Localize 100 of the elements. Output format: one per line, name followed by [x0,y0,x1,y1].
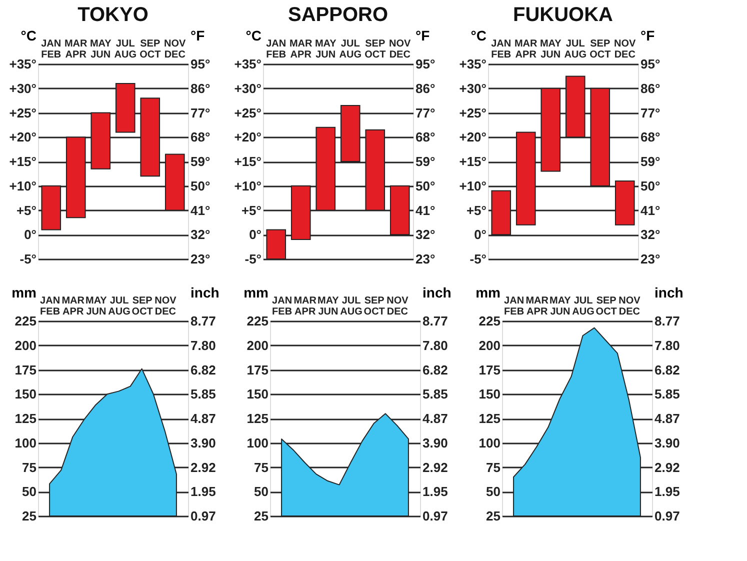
y2-tick-label: 32° [640,227,660,242]
y-tick-label: +35° [234,56,262,72]
y-tick-label: 25 [486,508,500,524]
y-tick-label: +25° [459,105,486,120]
y2-tick-label: 2.92 [190,460,216,475]
y-tick-label: +30° [459,80,486,96]
y2-tick-label: 86° [640,80,660,96]
y-tick-label: +30° [234,80,262,96]
y-tick-label: +10° [9,178,36,194]
y-tick-label: 25 [22,508,36,524]
y-tick-label: +25° [9,105,36,120]
y2-tick-label: 41° [190,202,210,218]
y2-tick-label: 50° [416,178,436,194]
y2-tick-label: 23° [640,252,660,266]
y-tick-label: 200 [246,338,268,353]
y2-tick-label: 59° [640,154,660,169]
y2-tick-label: 32° [416,227,436,242]
y-tick-label: 225 [246,314,268,328]
y2-tick-label: 3.90 [422,435,448,450]
x-tick-label: NOV DEC [614,38,636,60]
y-tick-label: +10° [234,178,262,194]
y2-tick-label: 8.77 [422,314,448,328]
y2-tick-label: 77° [640,105,660,120]
x-tick-label: JUL AUG [572,296,595,318]
y-tick-label: 50 [486,484,500,500]
y-tick-label: 175 [246,362,268,378]
x-tick-label: NOV DEC [389,38,412,60]
y2-tick-label: 4.87 [654,411,680,426]
y-tick-label: 75 [486,460,500,475]
y-tick-label: 175 [14,362,36,378]
x-tick-label: JUL AUG [564,38,587,60]
y-tick-label: 175 [478,362,500,378]
y2-tick-label: 6.82 [654,362,680,378]
y-tick-label: +15° [9,154,36,169]
y-tick-label: 0° [474,227,486,242]
y2-tick-label: 23° [190,252,210,266]
y-tick-label: 25 [254,508,268,524]
y2-tick-label: 4.87 [190,411,216,426]
y2-tick-label: 50° [190,178,210,194]
y-tick-label: +15° [234,154,262,169]
x-tick-label: SEP OCT [132,296,153,318]
x-tick-label: MAY JUN [86,296,108,318]
x-tick-label: JAN FEB [40,296,60,318]
y2-tick-label: 7.80 [190,338,216,353]
y2-tick-label: 95° [416,56,436,72]
y-tick-label: 150 [14,386,36,402]
y2-axis-title: inch [654,284,684,300]
x-tick-label: NOV DEC [386,296,409,318]
y-tick-label: +5° [16,202,36,218]
y-tick-label: 150 [246,386,268,402]
y2-tick-label: 7.80 [422,338,448,353]
y-tick-label: 0° [249,227,262,242]
x-tick-label: MAR APR [514,38,538,60]
y2-tick-label: 8.77 [190,314,216,328]
y2-axis-title: °F [640,28,656,44]
y2-axis-title: °F [190,28,206,44]
chart-title: SAPPORO [288,4,388,26]
chart-title: TOKYO [78,4,148,26]
y2-tick-label: 95° [190,56,210,72]
chart-title: FUKUOKA [513,4,613,26]
y2-tick-label: 68° [190,130,210,145]
y-tick-label: 75 [254,460,268,475]
y2-tick-label: 1.95 [654,484,680,499]
y2-tick-label: 59° [190,154,210,169]
y-tick-label: +5° [241,202,262,218]
y2-tick-label: 23° [416,252,436,266]
x-tick-label: JAN FEB [41,38,62,60]
y-tick-label: 0° [24,227,36,242]
x-tick-label: SEP OCT [140,38,161,60]
x-tick-label: JUL AUG [114,38,137,60]
y2-tick-label: 77° [190,105,210,120]
y2-tick-label: 68° [640,130,660,145]
x-tick-label: MAY JUN [318,296,340,318]
y2-tick-label: 1.95 [190,484,216,499]
y-tick-label: 100 [478,435,500,450]
y-tick-label: 200 [478,338,500,353]
y2-tick-label: 5.85 [190,386,216,402]
x-tick-label: MAY JUN [90,38,112,60]
x-tick-label: SEP OCT [596,296,617,318]
y2-tick-label: 86° [416,80,436,96]
y2-tick-label: 3.90 [190,435,216,450]
x-tick-label: SEP OCT [364,38,386,60]
x-tick-label: SEP OCT [590,38,611,60]
y2-tick-label: 4.87 [422,411,448,426]
y-tick-label: 125 [246,411,268,426]
y-tick-label: 50 [254,484,268,500]
y2-tick-label: 1.95 [422,484,448,499]
x-tick-label: JAN FEB [272,296,292,318]
y2-axis-title: inch [190,284,220,300]
y-tick-label: +30° [9,80,36,96]
x-tick-label: MAR APR [526,296,550,318]
y2-tick-label: 59° [416,154,436,169]
y-tick-label: 125 [478,411,500,426]
y2-tick-label: 41° [416,202,436,218]
x-tick-label: JAN FEB [504,296,524,318]
y-tick-label: +20° [459,130,486,145]
y2-tick-label: 41° [640,202,660,218]
y2-tick-label: 6.82 [190,362,216,378]
y-tick-label: 125 [14,411,36,426]
y-axis-title: mm [12,284,36,300]
